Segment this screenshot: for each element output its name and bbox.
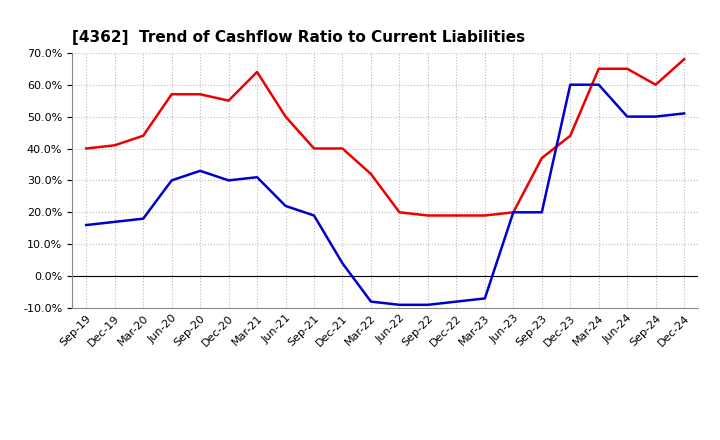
Operating CF to Current Liabilities — [652, 82, 660, 87]
Free CF to Current Liabilities — [167, 178, 176, 183]
Operating CF to Current Liabilities — [366, 171, 375, 176]
Free CF to Current Liabilities — [82, 222, 91, 228]
Operating CF to Current Liabilities — [595, 66, 603, 71]
Free CF to Current Liabilities — [310, 213, 318, 218]
Free CF to Current Liabilities — [537, 210, 546, 215]
Line: Free CF to Current Liabilities: Free CF to Current Liabilities — [86, 84, 684, 305]
Line: Operating CF to Current Liabilities: Operating CF to Current Liabilities — [86, 59, 684, 216]
Operating CF to Current Liabilities — [253, 69, 261, 74]
Free CF to Current Liabilities — [196, 168, 204, 173]
Operating CF to Current Liabilities — [395, 210, 404, 215]
Operating CF to Current Liabilities — [196, 92, 204, 97]
Free CF to Current Liabilities — [282, 203, 290, 209]
Free CF to Current Liabilities — [423, 302, 432, 308]
Free CF to Current Liabilities — [452, 299, 461, 304]
Free CF to Current Liabilities — [480, 296, 489, 301]
Operating CF to Current Liabilities — [566, 133, 575, 139]
Free CF to Current Liabilities — [110, 219, 119, 224]
Free CF to Current Liabilities — [595, 82, 603, 87]
Operating CF to Current Liabilities — [509, 210, 518, 215]
Free CF to Current Liabilities — [680, 111, 688, 116]
Operating CF to Current Liabilities — [537, 155, 546, 161]
Operating CF to Current Liabilities — [310, 146, 318, 151]
Free CF to Current Liabilities — [566, 82, 575, 87]
Operating CF to Current Liabilities — [282, 114, 290, 119]
Free CF to Current Liabilities — [338, 260, 347, 266]
Free CF to Current Liabilities — [623, 114, 631, 119]
Operating CF to Current Liabilities — [82, 146, 91, 151]
Operating CF to Current Liabilities — [110, 143, 119, 148]
Operating CF to Current Liabilities — [480, 213, 489, 218]
Free CF to Current Liabilities — [253, 175, 261, 180]
Text: [4362]  Trend of Cashflow Ratio to Current Liabilities: [4362] Trend of Cashflow Ratio to Curren… — [72, 29, 525, 45]
Free CF to Current Liabilities — [509, 210, 518, 215]
Operating CF to Current Liabilities — [225, 98, 233, 103]
Free CF to Current Liabilities — [366, 299, 375, 304]
Operating CF to Current Liabilities — [423, 213, 432, 218]
Operating CF to Current Liabilities — [623, 66, 631, 71]
Free CF to Current Liabilities — [139, 216, 148, 221]
Operating CF to Current Liabilities — [452, 213, 461, 218]
Free CF to Current Liabilities — [225, 178, 233, 183]
Operating CF to Current Liabilities — [139, 133, 148, 139]
Operating CF to Current Liabilities — [680, 56, 688, 62]
Free CF to Current Liabilities — [395, 302, 404, 308]
Free CF to Current Liabilities — [652, 114, 660, 119]
Operating CF to Current Liabilities — [167, 92, 176, 97]
Operating CF to Current Liabilities — [338, 146, 347, 151]
